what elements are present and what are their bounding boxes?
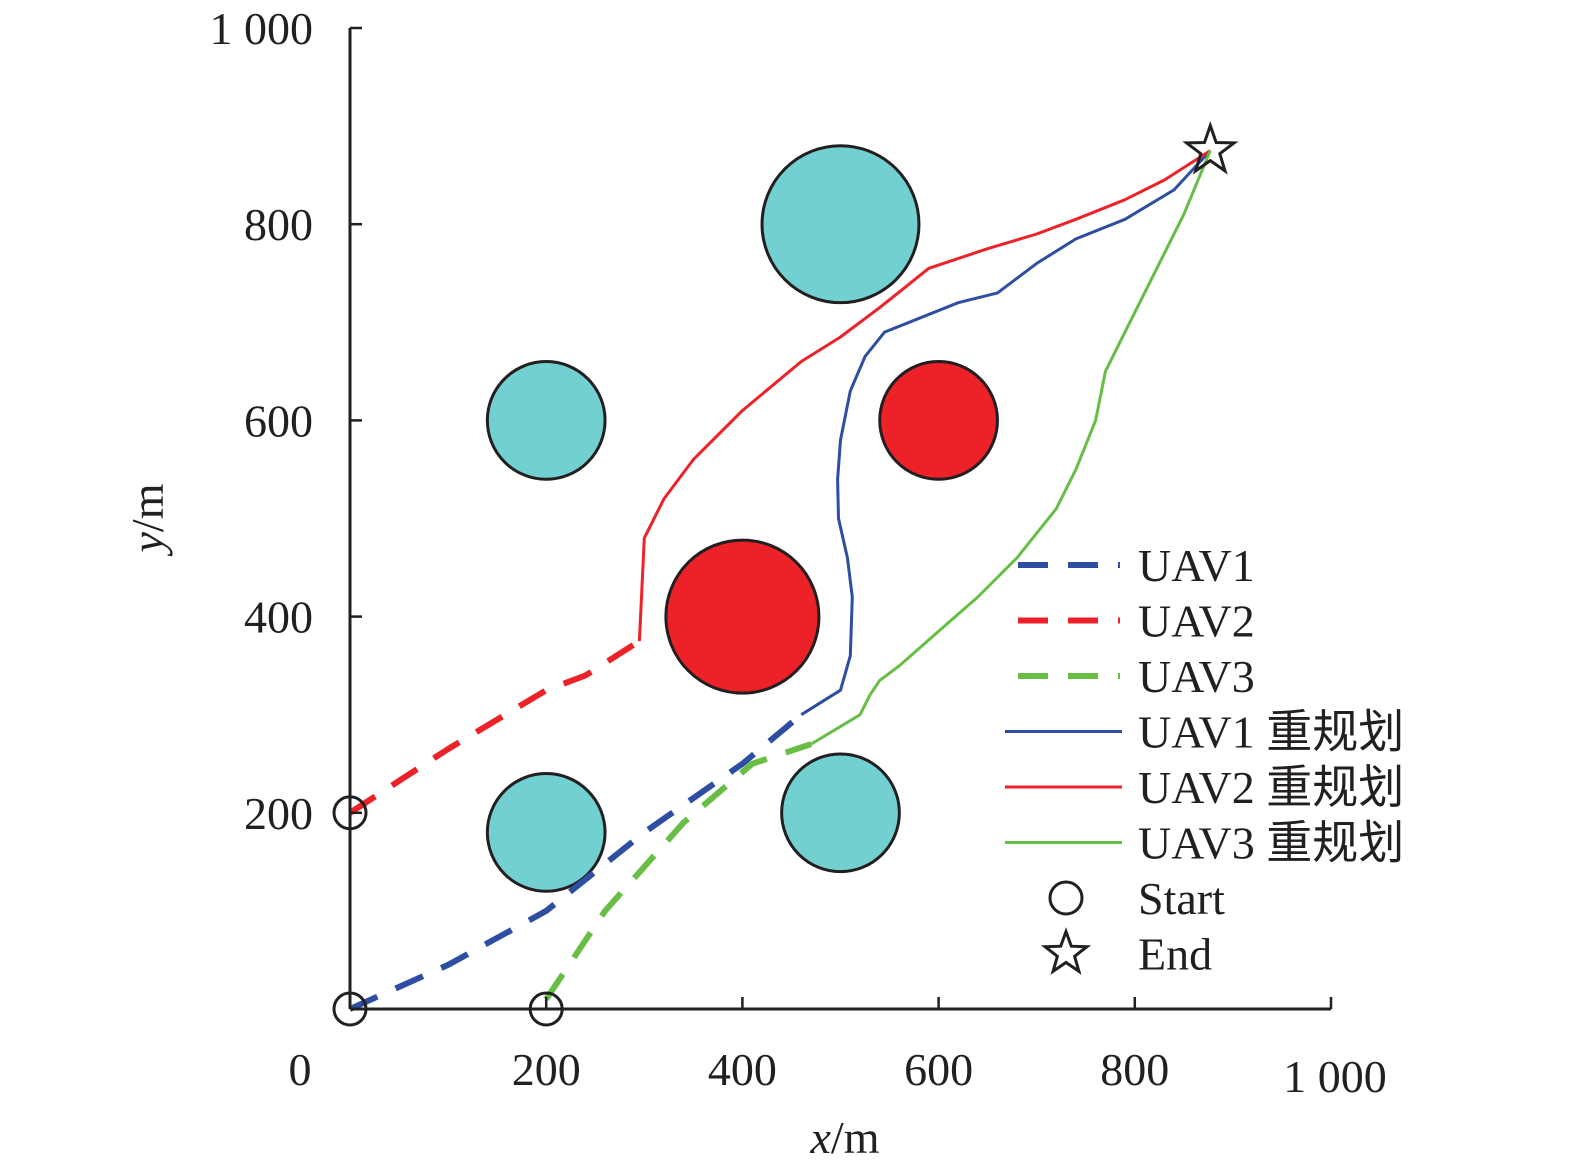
x-tick-label-1000: 1 000 [1283,1051,1387,1102]
obstacles-layer [485,144,999,893]
x-axis-title: x/m [810,1112,880,1163]
paths-layer [348,149,1212,1012]
legend-uav2-label: UAV2 [1138,596,1255,647]
x-tick-label-200: 200 [512,1044,581,1095]
y-axis-title: y/m [122,483,173,556]
legend-uav2--replan-label: UAV2 重规划 [1138,762,1404,813]
y-tick-label-600: 600 [244,395,313,446]
x-axis-unit: /m [831,1112,880,1163]
y-tick-label-400: 400 [244,592,313,643]
start-marker-1 [332,991,368,1027]
markers-layer [332,121,1239,1027]
x-tick-label-0: 0 [289,1044,312,1095]
y-tick-label-200: 200 [244,788,313,839]
planned-path-uav3 [543,741,813,1001]
legend-uav3--replan-label: UAV3 重规划 [1138,818,1404,869]
static-obstacle-3 [485,772,607,893]
legend-uav3-label: UAV3 [1138,651,1255,702]
legend-start-label: Start [1138,873,1225,924]
threat-obstacle-5 [664,538,821,695]
y-axis-var: y [122,531,173,556]
y-tick-label-1000: 1 000 [210,3,314,54]
static-obstacle-1 [485,360,607,481]
static-obstacle-2 [760,144,921,305]
start-marker-2 [332,795,368,831]
legend-uav1-label: UAV1 [1138,540,1255,591]
x-tick-label-400: 400 [708,1044,777,1095]
replanned-path-uav3 [810,150,1212,746]
axes-layer: 0 200 400 600 800 1 000 200 400 600 800 1 000 [210,3,1387,1102]
legend-uav1--replan-label: UAV1 重规划 [1138,707,1404,758]
y-tick-label-800: 800 [244,199,313,250]
replanned-path-uav2 [637,149,1212,642]
legend-end-label: End [1138,929,1212,980]
y-axis-unit: /m [122,483,173,532]
x-axis-var: x [810,1112,832,1163]
static-obstacle-4 [780,752,901,874]
x-tick-label-800: 800 [1100,1044,1169,1095]
planned-path-uav2 [348,638,642,816]
start-marker-3 [528,991,564,1027]
legend-start-swatch [1048,880,1084,916]
x-tick-label-600: 600 [904,1044,973,1095]
threat-obstacle-6 [878,360,999,481]
replanned-path-uav1 [800,149,1212,716]
end-marker-star [1182,121,1239,175]
planned-path-uav1 [348,712,804,1012]
legend-end-swatch [1040,927,1092,975]
